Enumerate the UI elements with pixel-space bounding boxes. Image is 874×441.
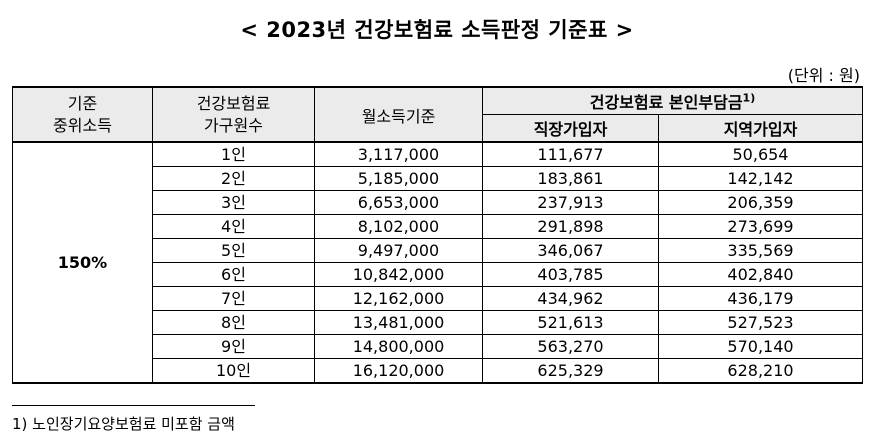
table-row: 5인 9,497,000 346,067 335,569: [13, 238, 863, 263]
cell-size: 9인: [152, 334, 315, 359]
table-row: 9인 14,800,000 563,270 570,140: [13, 334, 863, 359]
table-row: 10인 16,120,000 625,329 628,210: [13, 358, 863, 384]
cell-workplace: 563,270: [482, 334, 659, 359]
cell-income: 10,842,000: [314, 262, 483, 287]
cell-regional: 50,654: [658, 141, 863, 167]
cell-income: 8,102,000: [314, 214, 483, 239]
cell-workplace: 403,785: [482, 262, 659, 287]
cell-regional: 402,840: [658, 262, 863, 287]
table-row: 8인 13,481,000 521,613 527,523: [13, 310, 863, 335]
cell-regional: 628,210: [658, 358, 863, 384]
cell-workplace: 183,861: [482, 166, 659, 191]
cell-workplace: 521,613: [482, 310, 659, 335]
cell-income: 16,120,000: [314, 358, 483, 384]
cell-income: 9,497,000: [314, 238, 483, 263]
cell-size: 2인: [152, 166, 315, 191]
footnote: 1) 노인장기요양보험료 미포함 금액: [12, 415, 235, 433]
table-row: 6인 10,842,000 403,785 402,840: [13, 262, 863, 287]
header-criteria: 기준 중위소득: [12, 86, 153, 143]
cell-regional: 335,569: [658, 238, 863, 263]
page-title: < 2023년 건강보험료 소득판정 기준표 >: [240, 18, 634, 42]
cell-income: 13,481,000: [314, 310, 483, 335]
ratio-cell: 150%: [12, 141, 153, 384]
header-premium: 건강보험료 본인부담금1): [482, 86, 863, 115]
footnote-marker: 1): [742, 91, 756, 105]
cell-regional: 273,699: [658, 214, 863, 239]
cell-regional: 436,179: [658, 286, 863, 311]
cell-income: 14,800,000: [314, 334, 483, 359]
cell-workplace: 434,962: [482, 286, 659, 311]
cell-size: 7인: [152, 286, 315, 311]
footnote-divider: [12, 405, 255, 406]
cell-size: 10인: [152, 358, 315, 384]
cell-size: 3인: [152, 190, 315, 215]
header-household: 건강보험료 가구원수: [152, 86, 315, 143]
cell-regional: 527,523: [658, 310, 863, 335]
header-income: 월소득기준: [314, 86, 483, 143]
header-premium-label: 건강보험료 본인부담금: [589, 93, 743, 112]
cell-income: 12,162,000: [314, 286, 483, 311]
cell-workplace: 237,913: [482, 190, 659, 215]
header-regional: 지역가입자: [658, 114, 863, 143]
cell-regional: 142,142: [658, 166, 863, 191]
cell-income: 3,117,000: [314, 141, 483, 167]
cell-size: 1인: [152, 141, 315, 167]
cell-workplace: 291,898: [482, 214, 659, 239]
table-row: 4인 8,102,000 291,898 273,699: [13, 214, 863, 239]
table-row: 2인 5,185,000 183,861 142,142: [13, 166, 863, 191]
cell-income: 5,185,000: [314, 166, 483, 191]
cell-workplace: 111,677: [482, 141, 659, 167]
cell-size: 4인: [152, 214, 315, 239]
table-row: 150% 1인 3,117,000 111,677 50,654: [12, 141, 863, 384]
table-row: 3인 6,653,000 237,913 206,359: [13, 190, 863, 215]
cell-regional: 206,359: [658, 190, 863, 215]
cell-workplace: 346,067: [482, 238, 659, 263]
cell-size: 6인: [152, 262, 315, 287]
cell-size: 8인: [152, 310, 315, 335]
unit-label: (단위 : 원): [787, 66, 860, 85]
cell-size: 5인: [152, 238, 315, 263]
income-criteria-table: 기준 중위소득 건강보험료 가구원수 월소득기준 건강보험료 본인부담금1) 직…: [12, 86, 863, 384]
cell-workplace: 625,329: [482, 358, 659, 384]
table-row: 7인 12,162,000 434,962 436,179: [13, 286, 863, 311]
cell-income: 6,653,000: [314, 190, 483, 215]
header-workplace: 직장가입자: [482, 114, 659, 143]
cell-regional: 570,140: [658, 334, 863, 359]
